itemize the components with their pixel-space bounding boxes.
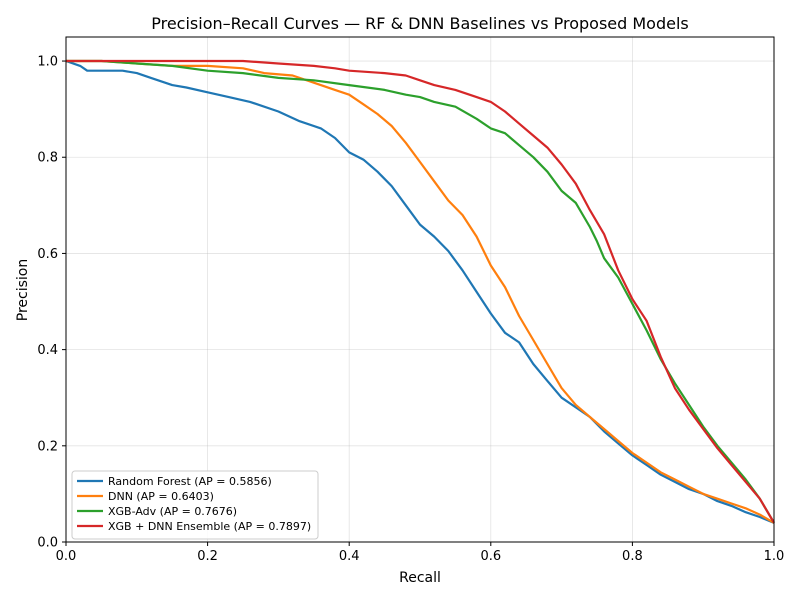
x-tick-label: 1.0 — [764, 549, 785, 564]
y-axis: 0.0 0.2 0.4 0.6 0.8 1.0 — [37, 55, 66, 551]
y-tick-label: 0.2 — [37, 439, 58, 454]
series-layer — [65, 59, 775, 524]
x-axis: 0.0 0.2 0.4 0.6 0.8 1.0 — [56, 542, 785, 564]
grid-lines — [65, 37, 775, 543]
y-tick-label: 0.6 — [37, 247, 58, 262]
legend-label: XGB-Adv (AP = 0.7676) — [108, 505, 237, 518]
y-axis-title: Precision — [15, 259, 31, 321]
legend-label: XGB + DNN Ensemble (AP = 0.7897) — [108, 520, 311, 533]
x-tick-label: 0.4 — [339, 549, 360, 564]
x-axis-title: Recall — [399, 570, 441, 586]
legend-label: Random Forest (AP = 0.5856) — [108, 475, 272, 488]
legend: Random Forest (AP = 0.5856) DNN (AP = 0.6… — [71, 470, 319, 540]
x-tick-label: 0.6 — [480, 549, 501, 564]
series-line-3 — [66, 59, 775, 524]
y-tick-label: 1.0 — [37, 55, 58, 70]
chart-title: Precision–Recall Curves — RF & DNN Basel… — [151, 14, 689, 33]
x-tick-label: 0.8 — [622, 549, 643, 564]
series-line-2 — [66, 59, 775, 524]
series-line-0 — [65, 59, 775, 524]
x-tick-label: 0.0 — [56, 549, 77, 564]
y-tick-label: 0.8 — [37, 151, 58, 166]
legend-label: DNN (AP = 0.6403) — [108, 490, 214, 503]
x-tick-label: 0.2 — [197, 549, 218, 564]
legend-box — [71, 470, 319, 540]
y-tick-label: 0.0 — [37, 536, 58, 551]
y-tick-label: 0.4 — [37, 343, 58, 358]
series-line-1 — [66, 59, 775, 524]
plot-frame — [65, 36, 775, 543]
